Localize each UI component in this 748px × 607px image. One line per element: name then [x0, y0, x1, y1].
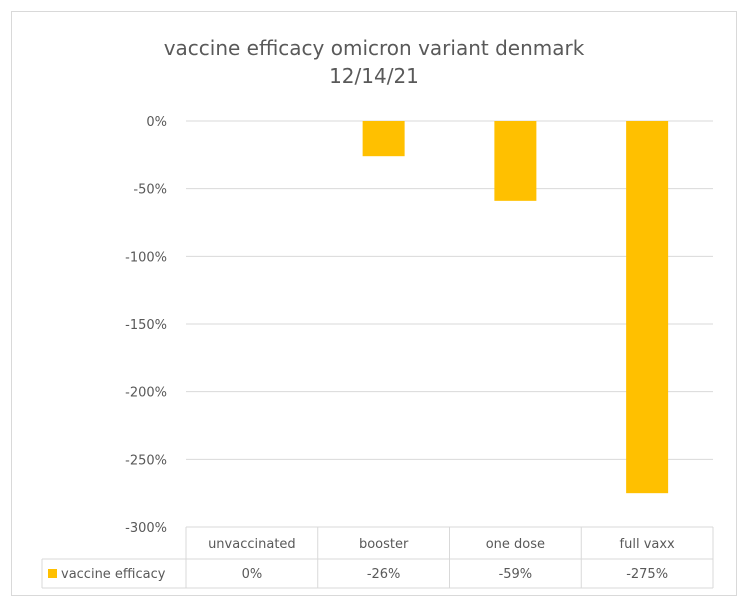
y-tick-label: -100% — [125, 250, 167, 265]
y-tick-label: -50% — [133, 183, 167, 198]
category-label: booster — [359, 537, 409, 552]
chart-frame — [11, 11, 737, 596]
bar — [494, 121, 537, 201]
data-label: -26% — [367, 567, 401, 582]
category-label: one dose — [486, 537, 545, 552]
series-name: vaccine efficacy — [61, 567, 166, 582]
bar — [362, 121, 405, 157]
y-tick-label: -200% — [125, 386, 167, 401]
chart-title: vaccine efficacy omicron variant denmark… — [0, 34, 748, 90]
data-label: -59% — [499, 567, 533, 582]
legend-swatch — [48, 569, 57, 578]
y-tick-label: -150% — [125, 318, 167, 333]
y-tick-label: 0% — [146, 115, 167, 130]
category-label: full vaxx — [620, 537, 676, 552]
category-label: unvaccinated — [208, 537, 296, 552]
data-label: 0% — [242, 567, 263, 582]
chart-title-line-2: 12/14/21 — [329, 64, 419, 88]
chart-title-line-1: vaccine efficacy omicron variant denmark — [163, 36, 585, 60]
y-tick-label: -250% — [125, 453, 167, 468]
data-label: -275% — [626, 567, 668, 582]
bar — [626, 121, 669, 494]
y-tick-label: -300% — [125, 521, 167, 536]
